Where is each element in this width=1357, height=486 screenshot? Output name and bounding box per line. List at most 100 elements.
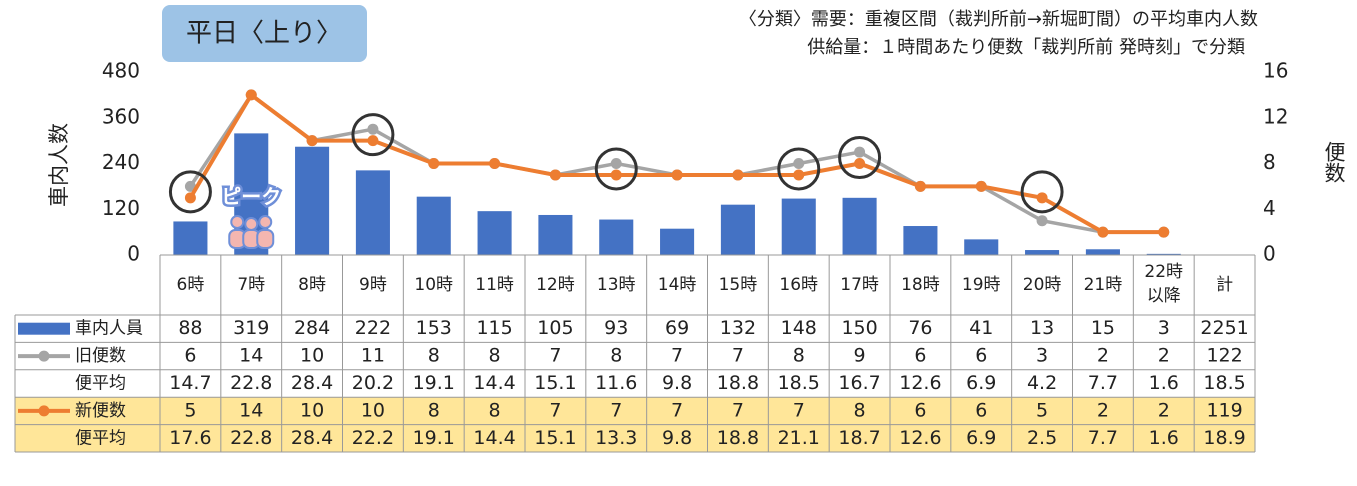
cell: 6.9 xyxy=(966,372,996,394)
cell: 150 xyxy=(841,317,877,339)
x-tick-label: 16時 xyxy=(779,275,818,295)
point xyxy=(184,180,196,192)
cell: 8 xyxy=(428,399,440,421)
point xyxy=(732,169,744,181)
x-tick-label: 12時 xyxy=(536,275,575,295)
legend-swatch xyxy=(18,322,70,335)
row-label: 便平均 xyxy=(75,428,126,448)
point xyxy=(1097,226,1109,238)
x-tick-label: 15時 xyxy=(719,275,758,295)
cell: 7 xyxy=(549,345,561,367)
row-label: 便平均 xyxy=(75,374,126,394)
x-tick-label: 10時 xyxy=(414,275,453,295)
cell: 22.8 xyxy=(230,427,272,449)
cell: 7 xyxy=(671,345,683,367)
cell: 7 xyxy=(549,399,561,421)
cell: 6.9 xyxy=(966,427,996,449)
cell: 93 xyxy=(604,317,628,339)
cell: 12.6 xyxy=(899,372,941,394)
highlight-circle xyxy=(777,147,821,191)
cell: 7 xyxy=(610,399,622,421)
chart-title: 平日〈上り〉 xyxy=(186,19,342,49)
highlight-circle xyxy=(594,147,638,191)
cell: 7 xyxy=(793,399,805,421)
cell: 8 xyxy=(489,399,501,421)
cell: 41 xyxy=(969,317,993,339)
cell: 11 xyxy=(361,345,385,367)
icon xyxy=(258,215,273,229)
cell: 7 xyxy=(671,399,683,421)
cell: 3 xyxy=(1036,345,1048,367)
highlight-circle xyxy=(351,113,395,157)
bar xyxy=(599,219,634,255)
bar xyxy=(1025,250,1060,255)
cell: 1.6 xyxy=(1149,427,1179,449)
x-tick-label: 17時 xyxy=(840,275,879,295)
cell: 21.1 xyxy=(778,427,820,449)
cell: 6 xyxy=(914,399,926,421)
bar xyxy=(477,211,512,255)
cell: 28.4 xyxy=(291,372,333,394)
cell: 5 xyxy=(1036,399,1048,421)
highlight-circle xyxy=(1020,170,1064,214)
bar xyxy=(295,146,330,255)
cell: 115 xyxy=(476,317,512,339)
cell: 18.7 xyxy=(838,427,880,449)
cell: 1.6 xyxy=(1149,372,1179,394)
cell: 8 xyxy=(854,399,866,421)
cell: 7.7 xyxy=(1088,372,1118,394)
cell: 14.4 xyxy=(473,427,515,449)
cell: 18.5 xyxy=(1203,372,1245,394)
icon xyxy=(230,215,245,229)
cell: 3 xyxy=(1158,317,1170,339)
x-tick-label: 7時 xyxy=(237,275,265,295)
point xyxy=(793,158,805,169)
bar xyxy=(964,239,999,255)
cell: 22.8 xyxy=(230,372,272,394)
row-label: 新便数 xyxy=(75,401,126,421)
point xyxy=(489,158,501,169)
cell: 153 xyxy=(416,317,452,339)
cell: 122 xyxy=(1206,345,1242,367)
cell: 19.1 xyxy=(413,372,455,394)
point xyxy=(367,123,379,135)
point xyxy=(184,192,196,204)
note: 〈分類〉需要：重複区間（裁判所前→新堀町間）の平均車内人数 xyxy=(739,9,1258,30)
cell: 14 xyxy=(239,345,263,367)
highlight-circle xyxy=(168,170,212,214)
point xyxy=(854,146,866,158)
icon xyxy=(256,229,275,249)
cell: 2.5 xyxy=(1027,427,1057,449)
bar xyxy=(1085,249,1120,255)
note: 供給量：１時間あたり便数「裁判所前 発時刻」で分類 xyxy=(807,37,1245,58)
cell: 6 xyxy=(975,345,987,367)
cell: 11.6 xyxy=(595,372,637,394)
cell: 18.8 xyxy=(717,372,759,394)
point xyxy=(975,180,987,192)
x-tick-label: 18時 xyxy=(901,275,940,295)
cell: 15.1 xyxy=(534,427,576,449)
cell: 8 xyxy=(610,345,622,367)
x-tick-label: 6時 xyxy=(177,275,205,295)
cell: 2 xyxy=(1097,399,1109,421)
y2-tick-label: 4 xyxy=(1263,196,1276,220)
x-tick-label: 22時以降 xyxy=(1144,262,1183,306)
x-tick-label: 21時 xyxy=(1084,275,1123,295)
cell: 16.7 xyxy=(838,372,880,394)
bar xyxy=(903,226,938,255)
y2-tick-label: 8 xyxy=(1263,150,1276,174)
bar xyxy=(538,214,573,255)
cell: 19.1 xyxy=(413,427,455,449)
point xyxy=(914,180,926,192)
cell: 18.5 xyxy=(778,372,820,394)
cell: 17.6 xyxy=(169,427,211,449)
bar xyxy=(842,197,877,255)
highlight-circle xyxy=(838,136,882,179)
cell: 8 xyxy=(793,345,805,367)
cell: 7.7 xyxy=(1088,427,1118,449)
cell: 14 xyxy=(239,399,263,421)
point xyxy=(610,158,622,169)
point xyxy=(306,135,318,147)
point xyxy=(610,169,622,181)
